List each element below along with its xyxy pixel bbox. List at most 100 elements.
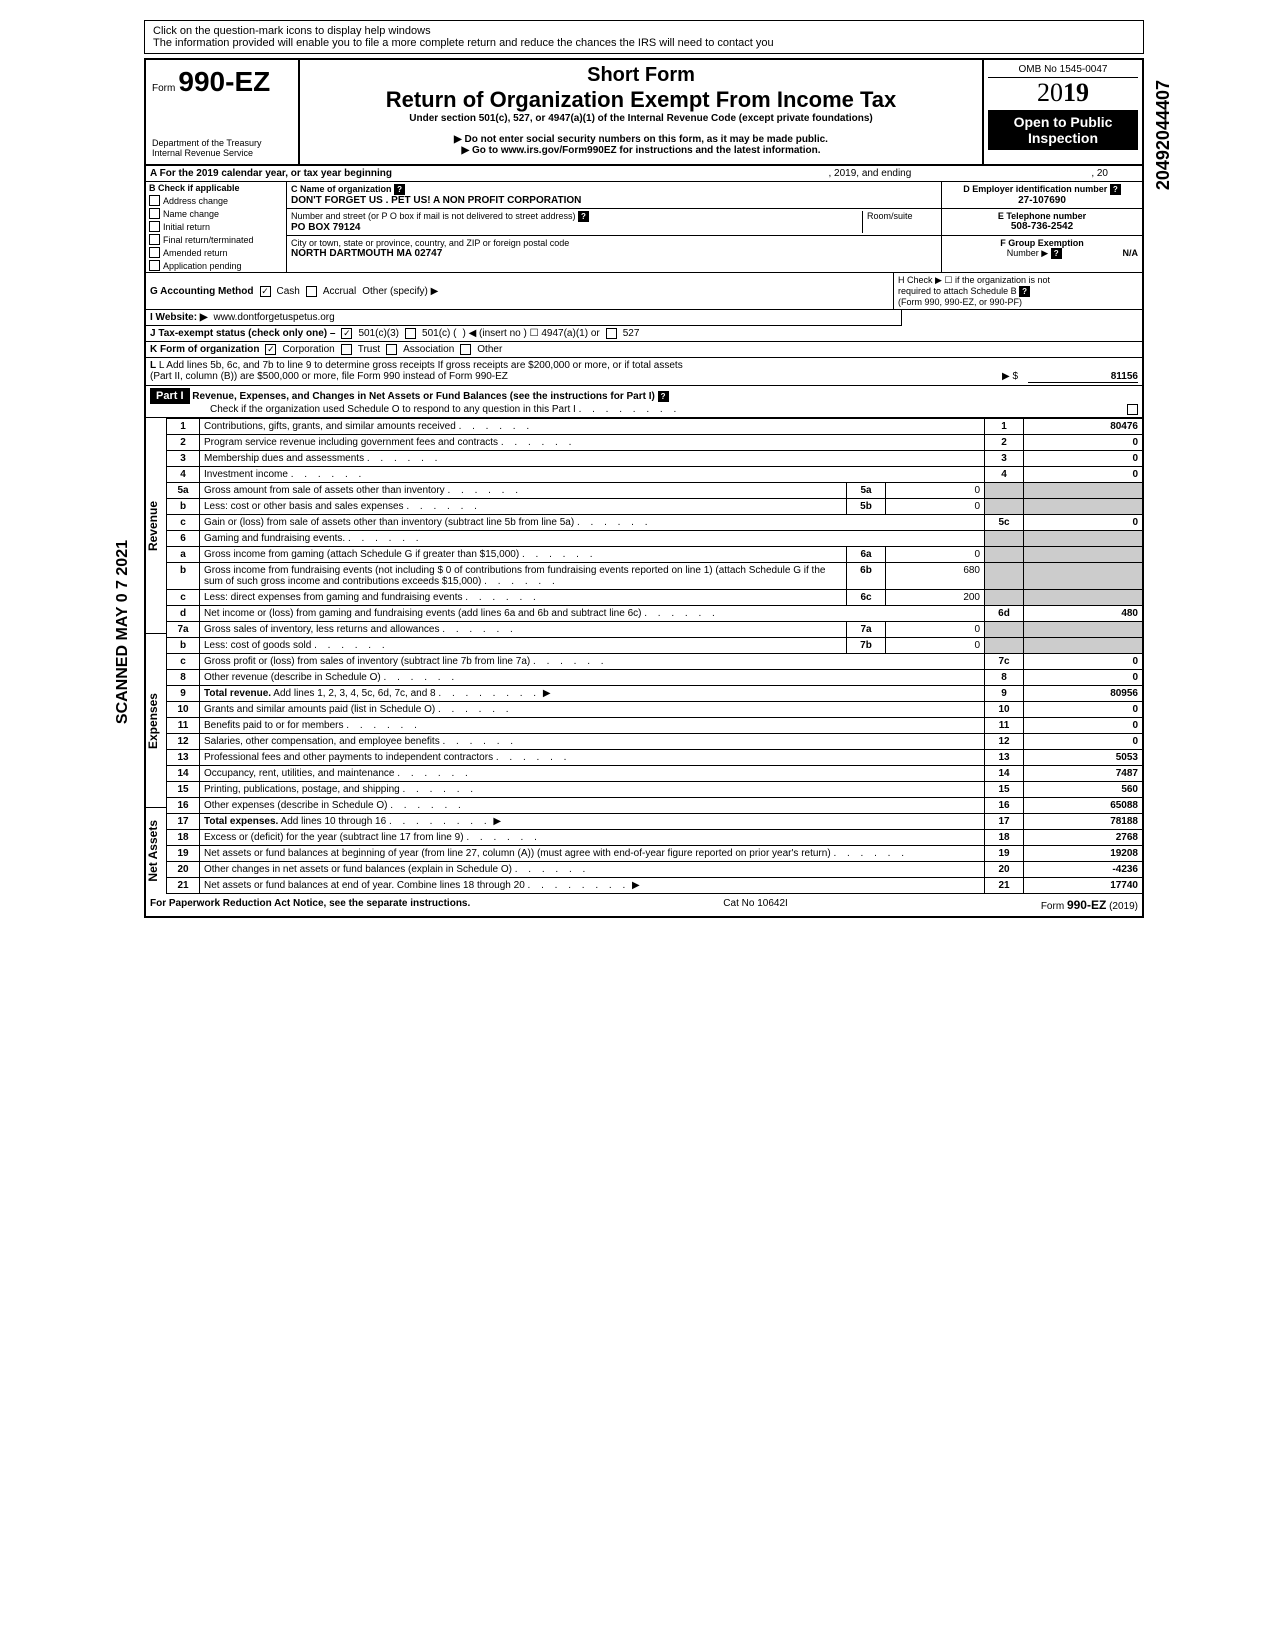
line-desc: Program service revenue including govern…: [200, 435, 985, 451]
right-num: 20: [985, 862, 1024, 878]
line-num: 14: [167, 766, 200, 782]
b-header: B Check if applicable: [146, 182, 286, 194]
right-val: 0: [1024, 654, 1143, 670]
line-desc: Other revenue (describe in Schedule O) .…: [200, 670, 985, 686]
right-num-shaded: [985, 638, 1024, 654]
line-6a: aGross income from gaming (attach Schedu…: [167, 547, 1142, 563]
cb-501c[interactable]: [405, 328, 416, 339]
footer-year: (2019): [1109, 901, 1138, 912]
line-num: 15: [167, 782, 200, 798]
cb-corporation[interactable]: ✓: [265, 344, 276, 355]
cb-application-pending[interactable]: Application pending: [146, 259, 286, 272]
part1-row: Part I Revenue, Expenses, and Changes in…: [146, 386, 1142, 418]
cb-address-change[interactable]: Address change: [146, 194, 286, 207]
line-20: 20Other changes in net assets or fund ba…: [167, 862, 1142, 878]
cb-final-return[interactable]: Final return/terminated: [146, 233, 286, 246]
room-suite-label: Room/suite: [862, 211, 937, 233]
cb-initial-return[interactable]: Initial return: [146, 220, 286, 233]
mid-num: 5a: [847, 483, 886, 499]
line-num: 10: [167, 702, 200, 718]
right-val: 0: [1024, 734, 1143, 750]
org-addr: PO BOX 79124: [291, 222, 360, 233]
cb-trust[interactable]: [341, 344, 352, 355]
f-label: F Group Exemption: [1000, 238, 1084, 248]
line-15: 15Printing, publications, postage, and s…: [167, 782, 1142, 798]
line-5b: bLess: cost or other basis and sales exp…: [167, 499, 1142, 515]
header-right: OMB No 1545-0047 2019 Open to Public Ins…: [984, 60, 1142, 164]
help-banner: Click on the question-mark icons to disp…: [144, 20, 1144, 54]
right-val: 480: [1024, 606, 1143, 622]
line-18: 18Excess or (deficit) for the year (subt…: [167, 830, 1142, 846]
d-label: D Employer identification number: [963, 184, 1107, 194]
line-num: 20: [167, 862, 200, 878]
help-icon[interactable]: ?: [658, 391, 669, 402]
mid-val: 0: [886, 638, 985, 654]
line-7b: bLess: cost of goods sold . . . . . .7b0: [167, 638, 1142, 654]
right-val: 65088: [1024, 798, 1143, 814]
help-icon[interactable]: ?: [394, 184, 405, 195]
line-num: 18: [167, 830, 200, 846]
f-number-label: Number ▶: [1007, 248, 1048, 258]
line-11: 11Benefits paid to or for members . . . …: [167, 718, 1142, 734]
line-desc: Net assets or fund balances at end of ye…: [200, 878, 985, 894]
cb-amended-return[interactable]: Amended return: [146, 246, 286, 259]
line-num: c: [167, 515, 200, 531]
j-501c: 501(c) (: [422, 328, 456, 339]
right-num: 12: [985, 734, 1024, 750]
line-num: b: [167, 638, 200, 654]
cb-527[interactable]: [606, 328, 617, 339]
line-num: 1: [167, 419, 200, 435]
line-desc: Total expenses. Add lines 10 through 16 …: [200, 814, 985, 830]
right-val: 78188: [1024, 814, 1143, 830]
mid-val: 0: [886, 499, 985, 515]
cb-cash[interactable]: ✓: [260, 286, 271, 297]
help-icon[interactable]: ?: [578, 211, 589, 222]
goto-link[interactable]: ▶ Go to www.irs.gov/Form990EZ for instru…: [304, 145, 978, 156]
org-city: NORTH DARTMOUTH MA 02747: [291, 248, 442, 259]
cb-501c3[interactable]: ✓: [341, 328, 352, 339]
help-icon[interactable]: ?: [1051, 248, 1062, 259]
irs-label: Internal Revenue Service: [152, 148, 292, 158]
e-label: E Telephone number: [998, 211, 1086, 221]
line-desc: Gross sales of inventory, less returns a…: [200, 622, 847, 638]
cb-schedule-o[interactable]: [1127, 404, 1138, 415]
line-10: 10Grants and similar amounts paid (list …: [167, 702, 1142, 718]
right-val: 7487: [1024, 766, 1143, 782]
right-val: 17740: [1024, 878, 1143, 894]
right-val: 0: [1024, 702, 1143, 718]
vert-expenses: Expenses: [146, 693, 166, 749]
line-a-end: , 20: [1091, 168, 1108, 179]
line-desc: Gain or (loss) from sale of assets other…: [200, 515, 985, 531]
line-num: 9: [167, 686, 200, 702]
line-desc: Gaming and fundraising events. . . . . .…: [200, 531, 985, 547]
cb-association[interactable]: [386, 344, 397, 355]
line-14: 14Occupancy, rent, utilities, and mainte…: [167, 766, 1142, 782]
line-desc: Other expenses (describe in Schedule O) …: [200, 798, 985, 814]
help-line-1: Click on the question-mark icons to disp…: [153, 25, 1135, 37]
cb-name-change[interactable]: Name change: [146, 207, 286, 220]
mid-val: 0: [886, 622, 985, 638]
i-label: I Website: ▶: [150, 312, 208, 323]
cb-other[interactable]: [460, 344, 471, 355]
footer-formnum: 990-EZ: [1067, 898, 1106, 912]
right-num: 17: [985, 814, 1024, 830]
line-6b: bGross income from fundraising events (n…: [167, 563, 1142, 590]
help-icon[interactable]: ?: [1019, 286, 1030, 297]
j-label: J Tax-exempt status (check only one) –: [150, 328, 335, 339]
c-name-label: C Name of organization: [291, 184, 392, 194]
line-num: c: [167, 590, 200, 606]
footer: For Paperwork Reduction Act Notice, see …: [146, 894, 1142, 916]
website[interactable]: www.dontforgetuspetus.org: [214, 312, 335, 323]
line-9: 9Total revenue. Add lines 1, 2, 3, 4, 5c…: [167, 686, 1142, 702]
line-3: 3Membership dues and assessments . . . .…: [167, 451, 1142, 467]
g-label: G Accounting Method: [150, 286, 254, 297]
line-num: a: [167, 547, 200, 563]
mid-val: 0: [886, 483, 985, 499]
line-desc: Net income or (loss) from gaming and fun…: [200, 606, 985, 622]
right-num: 6d: [985, 606, 1024, 622]
help-icon[interactable]: ?: [1110, 184, 1121, 195]
right-val-shaded: [1024, 590, 1143, 606]
right-num: 3: [985, 451, 1024, 467]
h-line2: required to attach Schedule B: [898, 286, 1017, 296]
cb-accrual[interactable]: [306, 286, 317, 297]
